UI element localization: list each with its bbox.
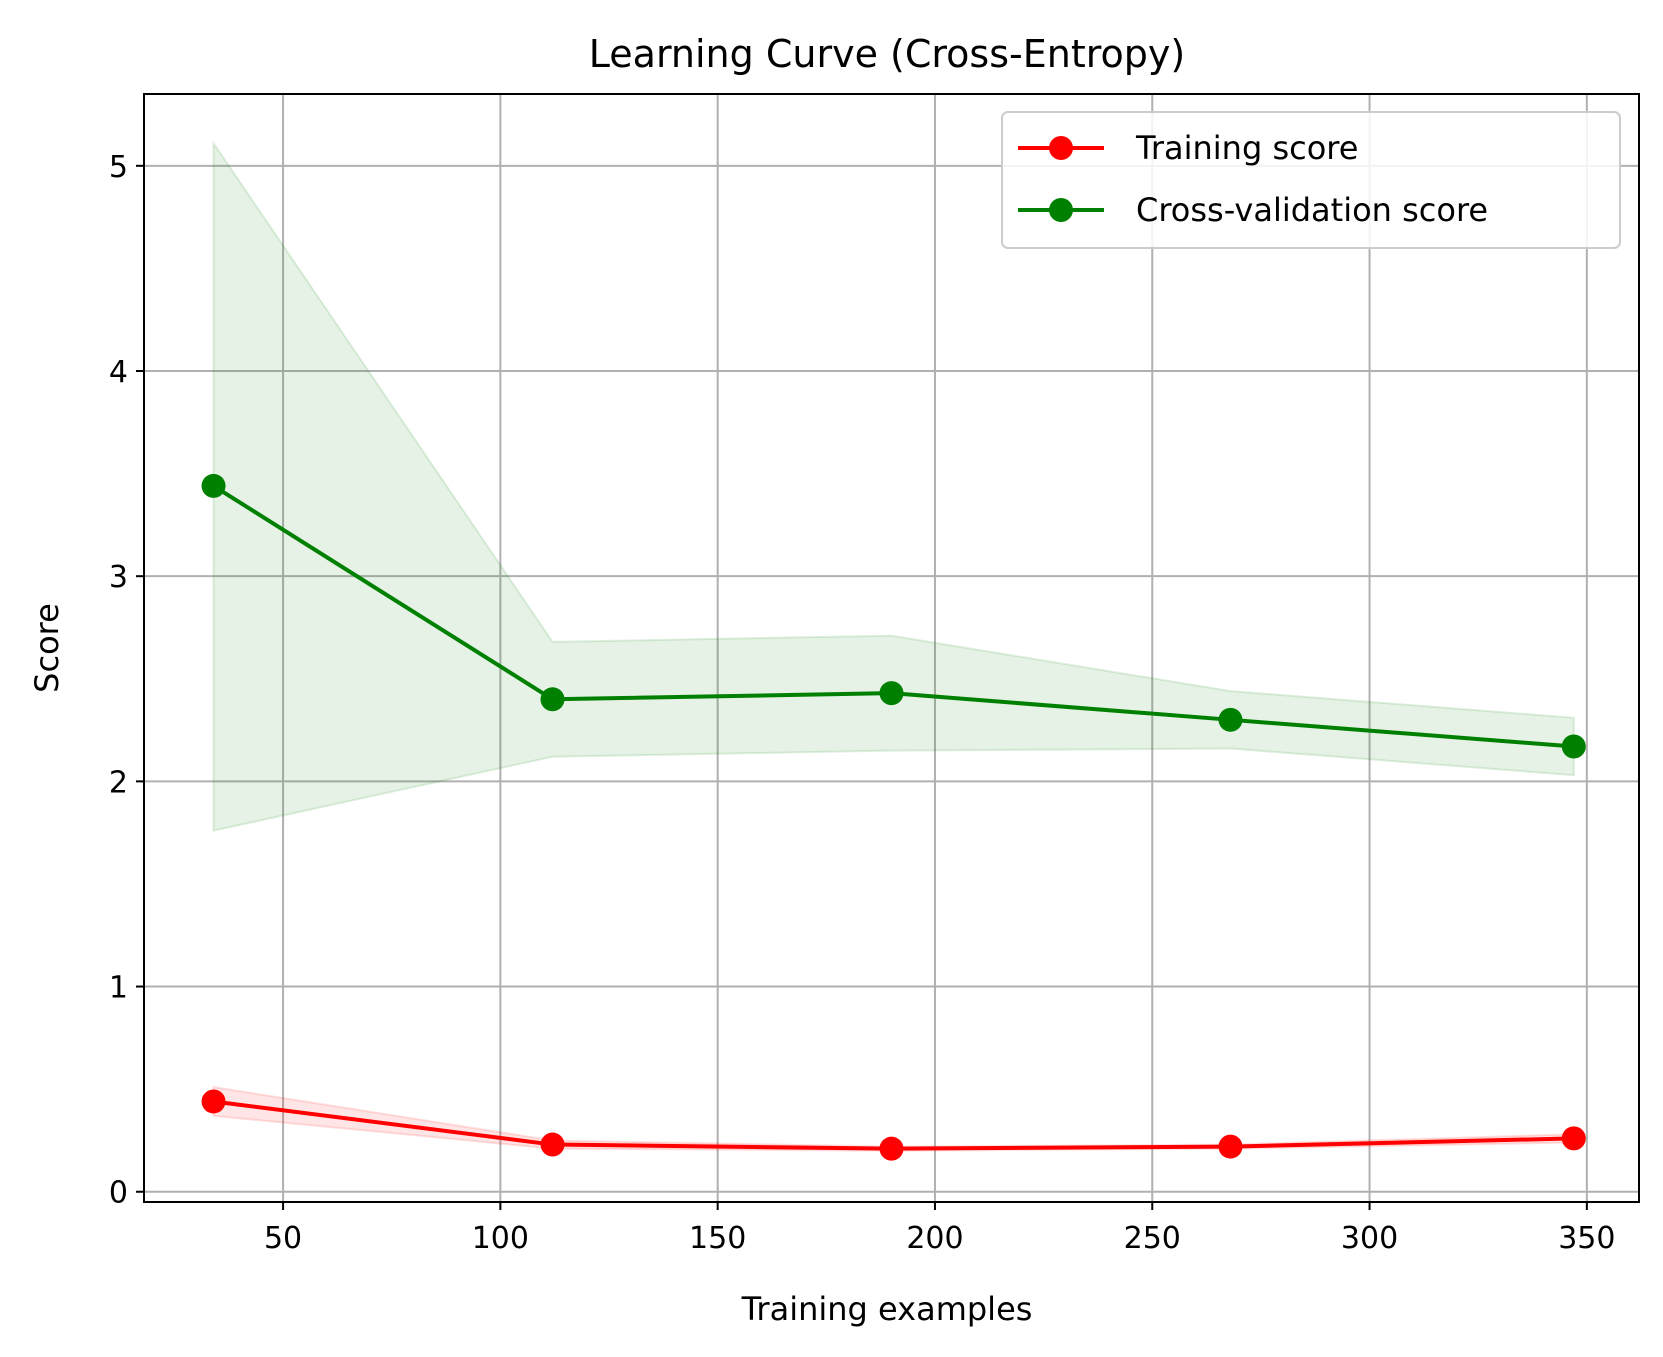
x-axis-label: Training examples (741, 1290, 1033, 1328)
axis-ticks: 50 100 150 200 250 300 350 0 1 2 3 4 5 (109, 150, 1616, 1256)
y-tick-label: 2 (109, 765, 128, 800)
legend-label: Training score (1135, 129, 1358, 167)
legend-marker (1049, 136, 1073, 160)
legend-marker (1049, 198, 1073, 222)
point-series-1 (879, 681, 904, 706)
legend: Training score Cross-validation score (1001, 111, 1621, 249)
series-markers (201, 473, 1586, 1161)
point-series-1 (1561, 734, 1586, 759)
y-tick-label: 4 (109, 355, 128, 390)
grid (144, 94, 1639, 1202)
y-tick-label: 3 (109, 560, 128, 595)
x-tick-label: 100 (472, 1221, 529, 1256)
point-series-0 (879, 1136, 904, 1161)
plot-frame (143, 93, 1640, 1203)
x-tick-label: 150 (689, 1221, 746, 1256)
legend-box (1001, 111, 1621, 249)
x-tick-label: 50 (264, 1221, 302, 1256)
y-tick-label: 1 (109, 971, 128, 1006)
point-series-1 (540, 687, 565, 712)
chart-title: Learning Curve (Cross-Entropy) (589, 32, 1185, 76)
x-tick-label: 300 (1341, 1221, 1398, 1256)
y-axis-label: Score (28, 603, 66, 693)
y-tick-label: 5 (109, 150, 128, 185)
point-series-0 (1561, 1126, 1586, 1151)
point-series-1 (1218, 707, 1243, 732)
x-tick-label: 350 (1558, 1221, 1615, 1256)
x-tick-label: 250 (1124, 1221, 1181, 1256)
point-series-0 (1218, 1134, 1243, 1159)
point-series-1 (201, 473, 226, 498)
y-tick-label: 0 (109, 1176, 128, 1211)
point-series-0 (201, 1089, 226, 1114)
legend-label: Cross-validation score (1136, 191, 1488, 229)
band-series-1 (212, 139, 1575, 832)
point-series-0 (540, 1132, 565, 1157)
x-tick-label: 200 (906, 1221, 963, 1256)
